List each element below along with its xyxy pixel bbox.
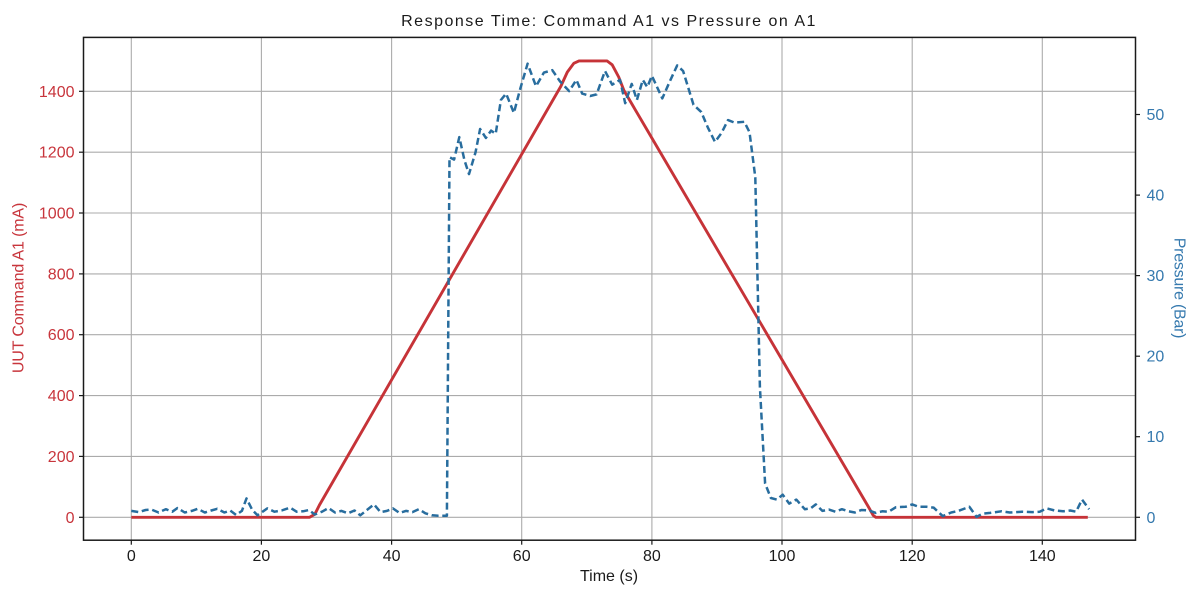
svg-text:100: 100	[769, 548, 796, 565]
svg-text:400: 400	[48, 388, 75, 405]
svg-text:600: 600	[48, 327, 75, 344]
svg-text:30: 30	[1147, 268, 1165, 285]
svg-text:800: 800	[48, 266, 75, 283]
svg-text:40: 40	[1147, 188, 1165, 205]
svg-text:140: 140	[1029, 548, 1056, 565]
svg-text:60: 60	[513, 548, 531, 565]
svg-text:1400: 1400	[39, 84, 75, 101]
svg-text:20: 20	[253, 548, 271, 565]
svg-text:20: 20	[1147, 349, 1165, 366]
svg-text:1000: 1000	[39, 206, 75, 223]
svg-text:10: 10	[1147, 429, 1165, 446]
svg-text:1200: 1200	[39, 145, 75, 162]
svg-text:0: 0	[1147, 510, 1156, 527]
svg-text:UUT Command A1 (mA): UUT Command A1 (mA)	[11, 203, 28, 373]
svg-text:50: 50	[1147, 107, 1165, 124]
svg-text:200: 200	[48, 449, 75, 466]
svg-text:40: 40	[383, 548, 401, 565]
svg-text:0: 0	[66, 510, 75, 527]
svg-text:80: 80	[643, 548, 661, 565]
svg-text:Time (s): Time (s)	[580, 568, 638, 585]
svg-text:Pressure (Bar): Pressure (Bar)	[1171, 238, 1188, 339]
svg-text:120: 120	[899, 548, 926, 565]
svg-text:0: 0	[127, 548, 136, 565]
svg-text:Response Time: Command A1 vs P: Response Time: Command A1 vs Pressure on…	[401, 13, 817, 30]
